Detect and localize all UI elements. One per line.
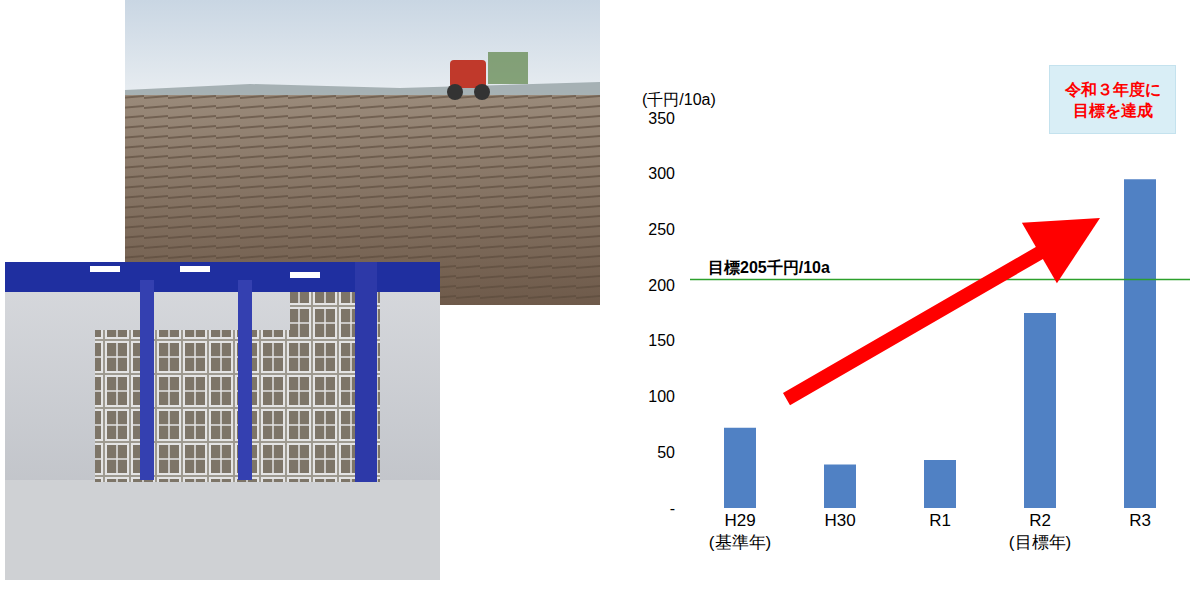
svg-text:目標205千円/10a: 目標205千円/10a <box>708 259 830 276</box>
svg-text:200: 200 <box>648 277 675 294</box>
svg-text:R2(目標年): R2(目標年) <box>1009 511 1071 552</box>
svg-text:(千円/10a): (千円/10a) <box>642 91 716 108</box>
svg-text:50: 50 <box>657 444 675 461</box>
svg-text:350: 350 <box>648 110 675 127</box>
svg-text:H30: H30 <box>824 511 855 552</box>
svg-text:R3: R3 <box>1129 511 1151 552</box>
svg-text:250: 250 <box>648 221 675 238</box>
svg-text:H29(基準年): H29(基準年) <box>709 511 771 552</box>
svg-text:300: 300 <box>648 165 675 182</box>
svg-text:R1: R1 <box>929 511 951 552</box>
svg-text:150: 150 <box>648 332 675 349</box>
svg-text:-: - <box>670 500 675 517</box>
svg-text:令和３年度に目標を達成: 令和３年度に目標を達成 <box>1064 80 1161 119</box>
svg-text:100: 100 <box>648 388 675 405</box>
